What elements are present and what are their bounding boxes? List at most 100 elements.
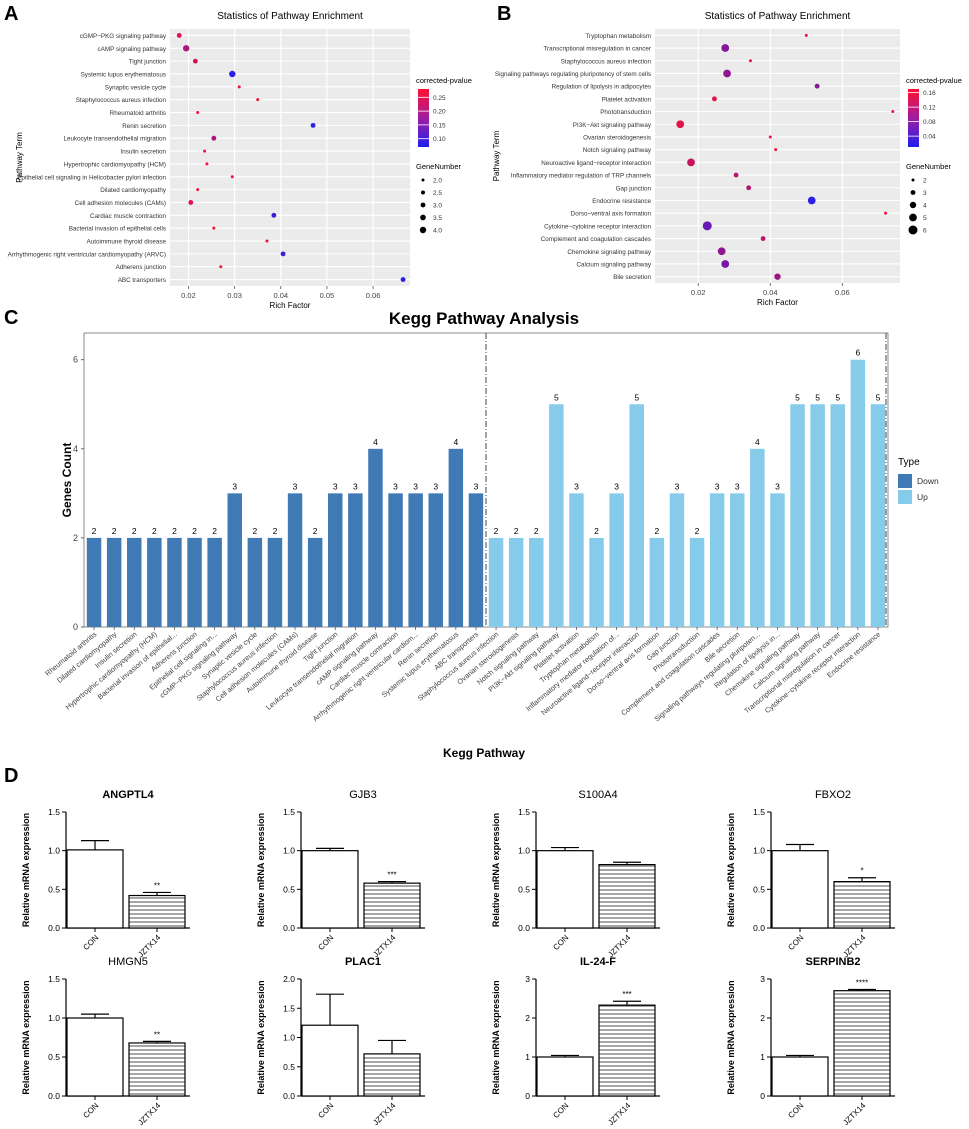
size-legend-label: 5	[923, 215, 927, 222]
x-tick-label: JZTX14	[841, 1101, 868, 1128]
bar-value-label: 5	[815, 392, 820, 402]
pathway-term-label: Renin secretion	[122, 123, 166, 130]
pathway-term-label: Ovarian steroidogenesis	[583, 134, 651, 141]
y-tick-label: 0.5	[753, 884, 765, 894]
y-axis-label: Relative mRNA expression	[21, 813, 31, 927]
y-tick-label: 0.0	[283, 923, 295, 933]
enrichment-point	[176, 33, 182, 38]
bar-value-label: 2	[92, 526, 97, 536]
x-tick-label: CON	[551, 1101, 570, 1120]
y-axis-label: Relative mRNA expression	[256, 813, 266, 927]
enrichment-point	[687, 158, 695, 167]
pathway-term-label: Bacterial invasion of epithelial cells	[69, 226, 166, 233]
enrichment-point	[237, 85, 241, 89]
x-tick-label: CON	[81, 933, 100, 952]
enrichment-point	[717, 247, 726, 256]
pathway-term-label: Chemokine signaling pathway	[567, 249, 652, 256]
size-legend-dot	[910, 190, 916, 195]
color-legend-tick-label: 0.16	[923, 90, 936, 97]
y-axis-label: Relative mRNA expression	[21, 980, 31, 1094]
pathway-term-label: Synaptic vesicle cycle	[105, 84, 167, 91]
pathway-term-label: Autoimmune thyroid disease	[87, 239, 167, 246]
bar-down	[167, 537, 182, 627]
size-legend-label: 3	[923, 190, 927, 197]
y-tick-label: 6	[73, 355, 78, 365]
bar-value-label: 2	[695, 526, 700, 536]
y-tick-label: 0.5	[518, 884, 530, 894]
enrichment-point	[212, 226, 216, 230]
x-tick-label: CON	[316, 933, 335, 952]
enrichment-point	[891, 110, 895, 114]
bar-up	[589, 537, 604, 627]
enrichment-point	[182, 45, 190, 52]
panel-a-scatter: Statistics of Pathway Enrichment 0.02 0.03…	[8, 11, 472, 310]
enrichment-point	[774, 273, 781, 280]
panel-label-a: A	[4, 3, 18, 25]
bar-up	[810, 404, 825, 627]
enrichment-point	[723, 69, 731, 78]
enrichment-point	[676, 120, 685, 129]
enrichment-point	[280, 251, 286, 257]
bar-up	[850, 359, 866, 627]
y-tick-label: 2	[760, 1013, 765, 1023]
bar-up	[529, 537, 544, 627]
enrichment-point	[746, 185, 752, 191]
enrichment-point	[884, 211, 888, 215]
bar-down	[348, 493, 363, 627]
pathway-term-label: Epithelial cell signaling in Helicobacte…	[17, 174, 166, 181]
significance-marker: ****	[856, 979, 868, 988]
bar-value-label: 2	[494, 526, 499, 536]
enrichment-point	[804, 33, 808, 37]
panel-d-expression-charts: ANGPTL4 0.0 0.5 1.0 1.5 Relative mRNA express…	[21, 789, 895, 1127]
bar-value-label: 2	[654, 526, 659, 536]
bar-jztx14	[598, 863, 656, 929]
y-tick-label: 0.5	[283, 1062, 295, 1072]
bar-con	[301, 1024, 359, 1097]
pathway-term-label: cAMP signaling pathway	[98, 46, 167, 53]
y-tick-label: 1.5	[48, 807, 60, 817]
pathway-term-label: Signaling pathways regulating pluripoten…	[495, 71, 651, 78]
color-legend-title: corrected-pvalue	[906, 76, 962, 85]
x-tick-label: 0.06	[835, 288, 850, 297]
y-axis-label: Relative mRNA expression	[256, 980, 266, 1094]
bar-down	[388, 493, 403, 627]
pathway-term-label: Rheumatoid arthritis	[110, 110, 166, 117]
pathway-term-label: ABC transporters	[118, 277, 166, 284]
color-legend-bar	[418, 89, 429, 147]
color-legend-tick-label: 0.10	[433, 136, 446, 143]
size-legend-label: 6	[923, 228, 927, 235]
pathway-term-label: Staphylococcus aureus infection	[76, 97, 167, 104]
bar-down	[428, 493, 443, 627]
bar-up	[689, 537, 705, 627]
bar-value-label: 3	[353, 481, 358, 491]
pathway-term-label: cGMP−PKG signaling pathway	[80, 33, 167, 40]
legend-label-up: Up	[917, 492, 928, 502]
x-tick-label: 0.04	[273, 291, 288, 300]
color-legend-title: corrected-pvalue	[416, 76, 472, 85]
size-legend-title: GeneNumber	[416, 162, 462, 171]
bar-value-label: 4	[373, 437, 378, 447]
bar-up	[730, 493, 745, 627]
chart-title: Kegg Pathway Analysis	[389, 309, 579, 328]
enrichment-point	[196, 188, 200, 192]
bar-up	[508, 537, 524, 627]
subplot-title: FBXO2	[815, 789, 851, 801]
y-axis-label: Relative mRNA expression	[726, 980, 736, 1094]
bar-jztx14	[128, 894, 186, 929]
legend-swatch-down	[898, 474, 912, 488]
bar-up	[609, 493, 624, 627]
enrichment-point	[229, 70, 236, 78]
significance-marker: ***	[387, 871, 396, 880]
y-tick-label: 0.0	[48, 1091, 60, 1101]
y-axis-label: Relative mRNA expression	[491, 813, 501, 927]
color-legend-tick-label: 0.08	[923, 119, 936, 126]
enrichment-point	[203, 149, 207, 153]
y-tick-label: 0.5	[48, 884, 60, 894]
pathway-term-label: Dilated cardiomyopathy	[100, 187, 167, 194]
pathway-term-label: Notch signaling pathway	[583, 147, 652, 154]
pathway-term-label: Hypertrophic cardiomyopathy (HCM)	[64, 161, 166, 168]
bar-value-label: 3	[433, 481, 438, 491]
bar-down	[448, 448, 464, 627]
bar-value-label: 3	[413, 481, 418, 491]
y-axis-label: Genes Count	[60, 443, 74, 518]
